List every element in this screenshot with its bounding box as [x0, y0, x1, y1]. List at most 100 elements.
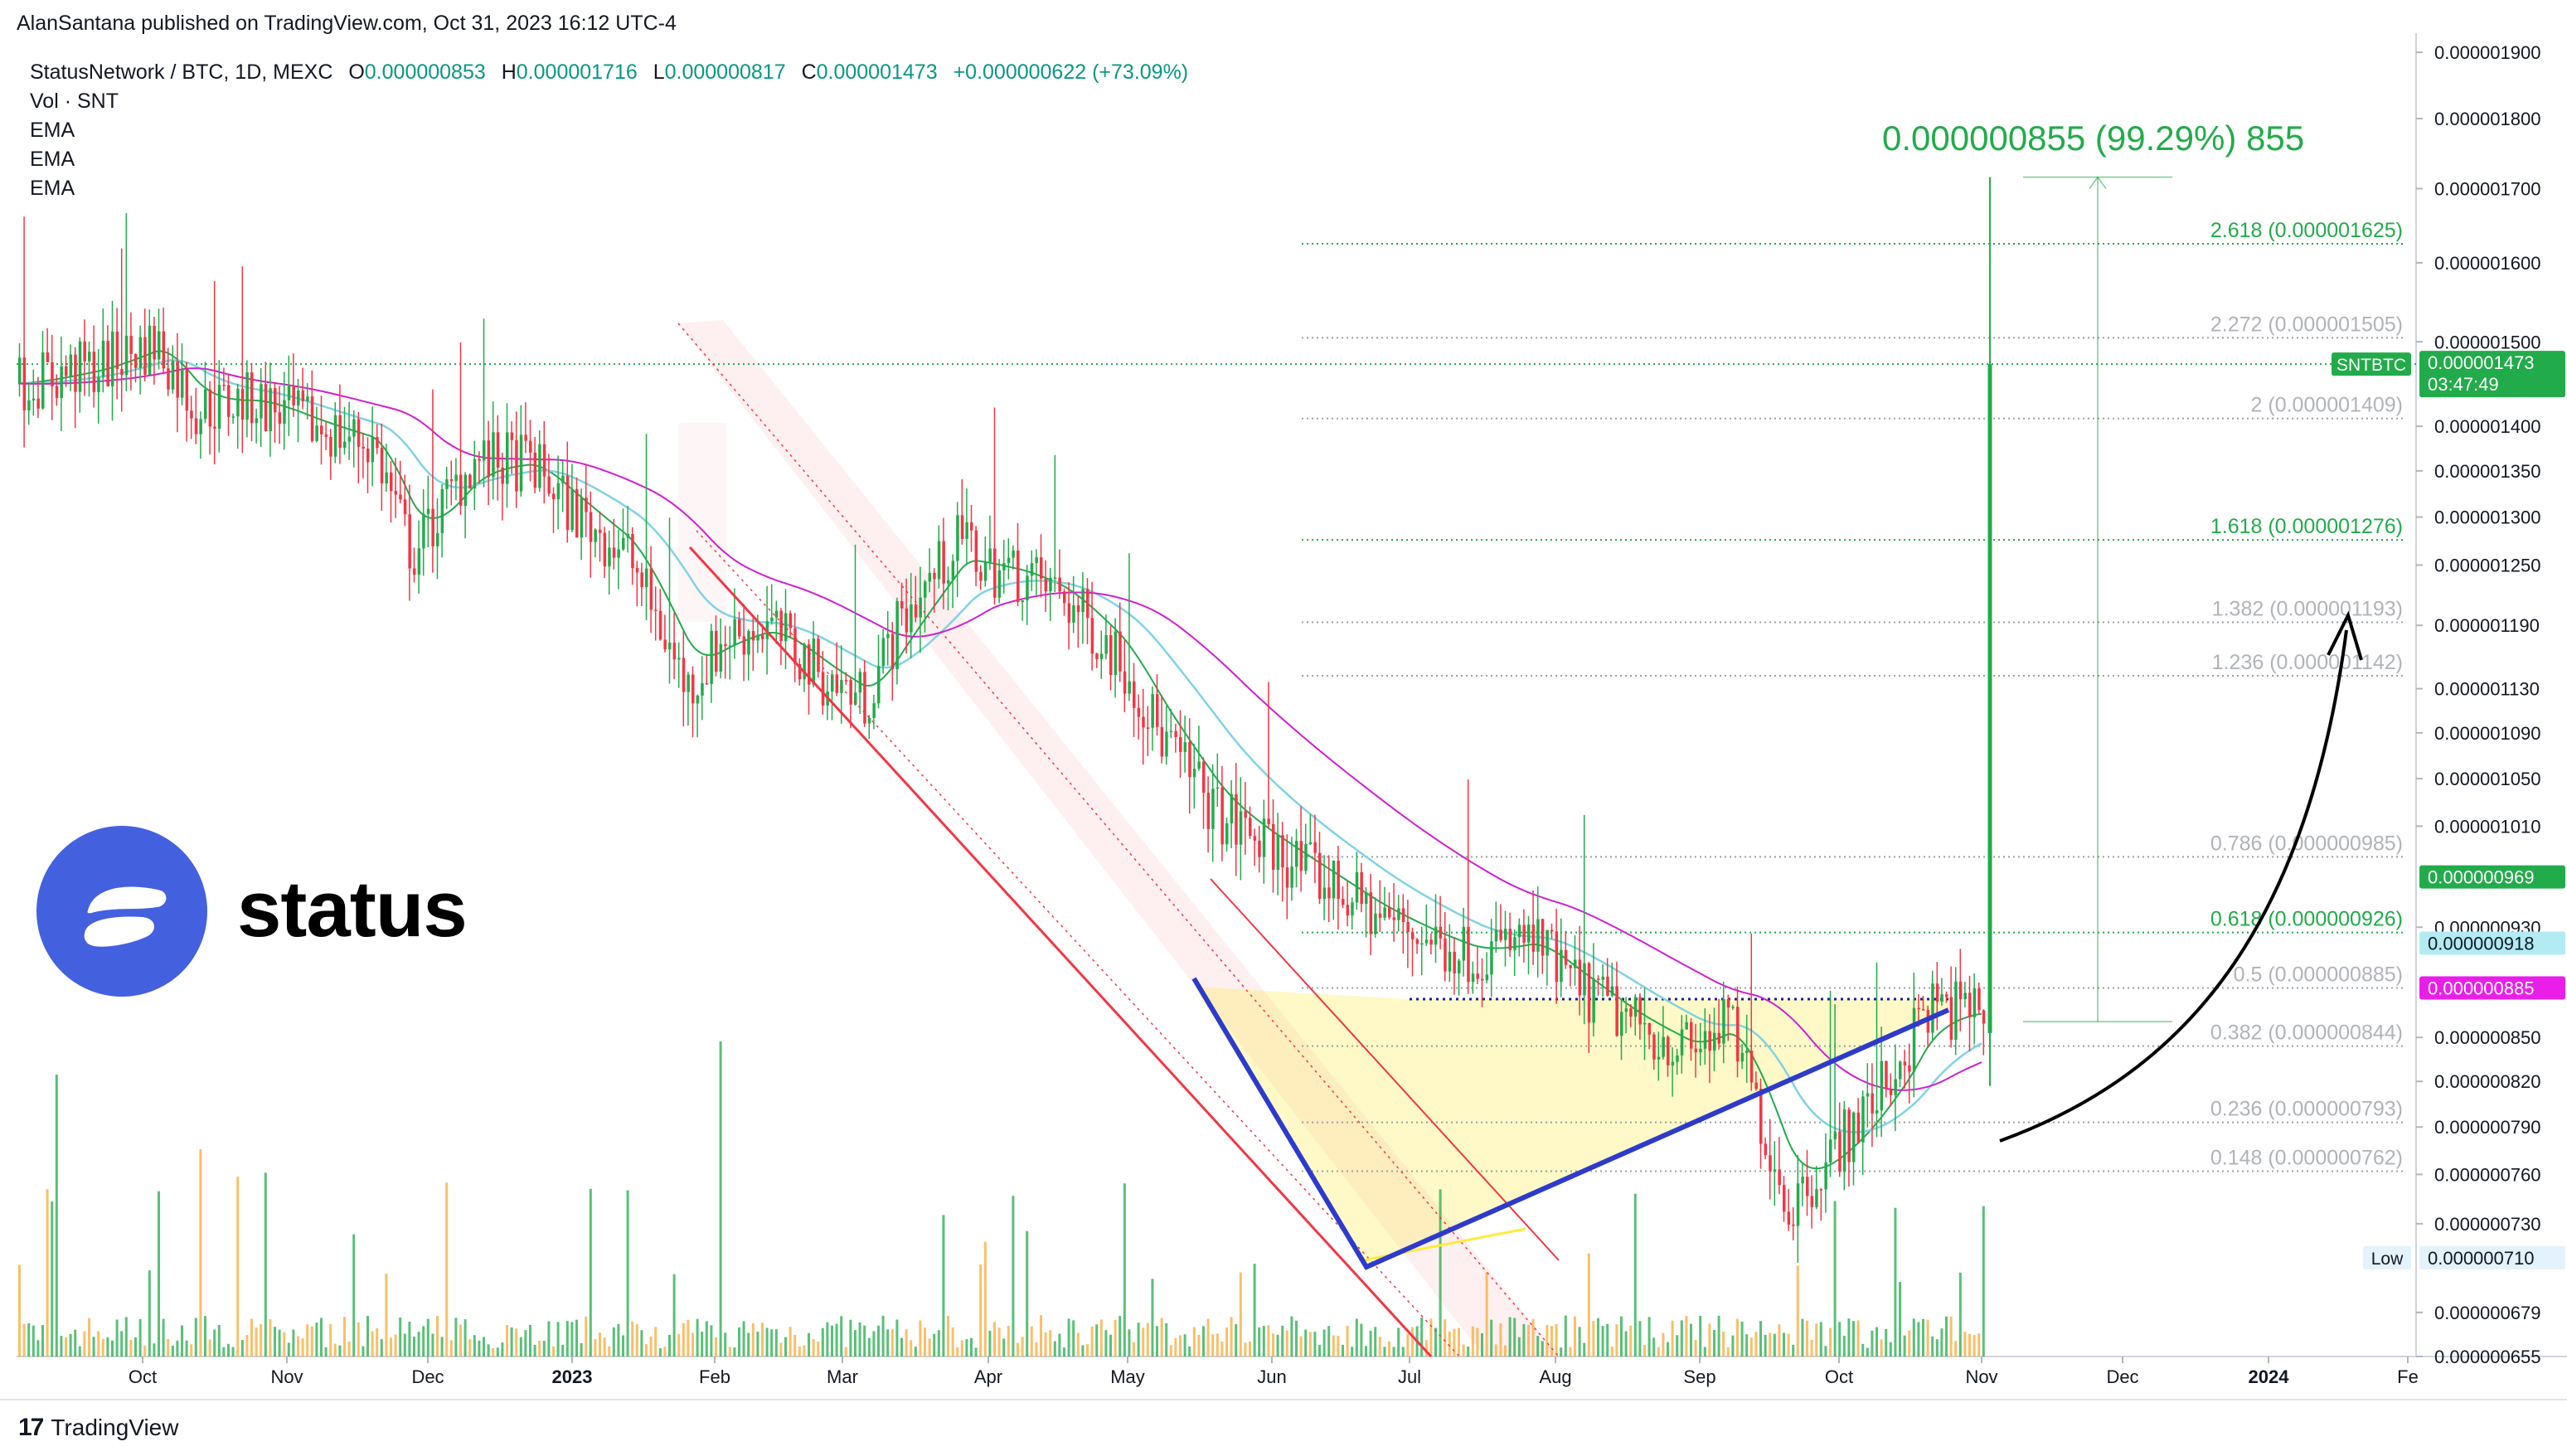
volume-bar — [510, 1327, 513, 1357]
candle-body — [1313, 842, 1317, 853]
status-logo-icon — [36, 826, 207, 997]
volume-bar — [974, 1347, 978, 1357]
candle-body — [724, 643, 727, 647]
y-tick-label: 0.000001350 — [2434, 461, 2540, 482]
volume-bar — [1002, 1338, 1006, 1357]
volume-bar — [742, 1321, 745, 1357]
candle-body — [106, 340, 109, 386]
candle-body — [171, 361, 175, 390]
candle-body — [1202, 761, 1206, 794]
candle-body — [1197, 761, 1201, 769]
volume-bar — [761, 1323, 764, 1357]
candle-body — [255, 418, 259, 424]
channel-fill — [678, 320, 1559, 1357]
candle-body — [1109, 635, 1113, 676]
volume-bar — [1676, 1335, 1679, 1357]
y-tick-label: 0.000001190 — [2434, 615, 2540, 636]
candle-body — [1745, 1051, 1749, 1053]
volume-bar — [1958, 1272, 1962, 1357]
candle-body — [1119, 631, 1122, 672]
volume-bar — [1388, 1341, 1390, 1357]
candle-body — [1490, 941, 1493, 975]
candle-body — [1759, 1089, 1763, 1144]
y-tick-label: 0.000001400 — [2434, 416, 2540, 437]
price-axis[interactable]: 0.000001900 0.000001800 0.000001700 0.00000… — [2416, 42, 2540, 1367]
indicator-volume[interactable]: Vol · SNT — [30, 90, 119, 113]
volume-bar — [817, 1341, 820, 1357]
volume-bar — [1397, 1327, 1400, 1357]
volume-bar — [92, 1337, 95, 1357]
y-tick-label: 0.000000730 — [2434, 1214, 2540, 1235]
volume-bar — [1146, 1323, 1149, 1357]
triangle-lines — [1191, 977, 1950, 1270]
volume-bar — [1949, 1316, 1953, 1357]
volume-bar — [1211, 1334, 1215, 1357]
candle-body — [556, 483, 560, 500]
price-tag: 0.000000885 — [2428, 978, 2534, 999]
chart-legend[interactable]: StatusNetwork / BTC, 1D, MEXC O0.0000008… — [30, 58, 1188, 203]
volume-bar — [22, 1323, 26, 1357]
volume-bar — [1137, 1323, 1140, 1357]
channel-mid-line — [696, 530, 1460, 1357]
pattern-fills — [678, 320, 1948, 1357]
x-tick-label: Oct — [1825, 1366, 1853, 1387]
low-label: Low — [2371, 1250, 2404, 1269]
volume-bar — [1615, 1324, 1618, 1357]
volume-bar — [556, 1322, 560, 1357]
volume-bar — [849, 1319, 852, 1357]
candle-body — [1922, 1009, 1925, 1011]
volume-bar — [1801, 1318, 1804, 1357]
x-tick-label: Sep — [1683, 1366, 1715, 1387]
volume-bar — [454, 1318, 458, 1357]
candle-body — [928, 572, 932, 582]
candle-body — [1769, 1155, 1772, 1172]
volume-bar — [983, 1241, 987, 1357]
candle-body — [933, 572, 936, 580]
volume-bar — [1601, 1326, 1604, 1357]
candle-body — [649, 568, 653, 610]
open-label: O — [348, 61, 365, 84]
volume-bar — [1508, 1317, 1512, 1357]
volume-bar — [808, 1332, 810, 1357]
volume-bar — [1652, 1337, 1656, 1357]
candle-body — [111, 331, 114, 386]
candle-body — [881, 638, 886, 667]
volume-bar — [1504, 1345, 1507, 1357]
volume-bar — [1717, 1315, 1720, 1357]
volume-bar — [640, 1330, 643, 1357]
candle-body — [1053, 577, 1057, 579]
candle-body — [1494, 929, 1498, 942]
candle-body — [798, 663, 802, 680]
candle-body — [65, 366, 68, 376]
candle-body — [1597, 978, 1600, 980]
volume-bar — [1114, 1319, 1117, 1357]
time-axis[interactable]: Oct Nov Dec 2023 Feb Mar Apr May Jun Jul Aug Sep Oct… — [129, 1357, 2419, 1387]
volume-bar — [1769, 1332, 1772, 1357]
indicator-ema-3[interactable]: EMA — [30, 177, 75, 200]
indicator-ema-2[interactable]: EMA — [30, 148, 75, 171]
candle-body — [863, 672, 866, 724]
volume-bar — [1058, 1333, 1061, 1357]
change-value: +0.000000622 (+73.09%) — [953, 61, 1189, 84]
candle-body — [1072, 605, 1075, 623]
volume-bar — [1378, 1337, 1381, 1357]
tradingview-brand[interactable]: 17 TradingView — [18, 1414, 178, 1442]
candle-body — [41, 352, 45, 409]
candle-body — [492, 432, 495, 478]
candle-body — [1342, 899, 1345, 905]
volume-bar — [1285, 1330, 1288, 1357]
candle-body — [143, 337, 147, 375]
volume-bar — [1973, 1335, 1976, 1357]
volume-bar — [1119, 1316, 1122, 1357]
volume-bar — [1462, 1344, 1465, 1357]
volume-bar — [1485, 1272, 1488, 1357]
volume-bar — [301, 1338, 304, 1357]
volume-bar — [1411, 1327, 1414, 1357]
x-tick-label: Oct — [129, 1366, 157, 1387]
volume-bar — [910, 1340, 913, 1357]
candle-body — [120, 369, 124, 376]
indicator-ema-1[interactable]: EMA — [30, 119, 75, 142]
volume-bar — [97, 1331, 100, 1357]
volume-bar — [1346, 1325, 1349, 1357]
